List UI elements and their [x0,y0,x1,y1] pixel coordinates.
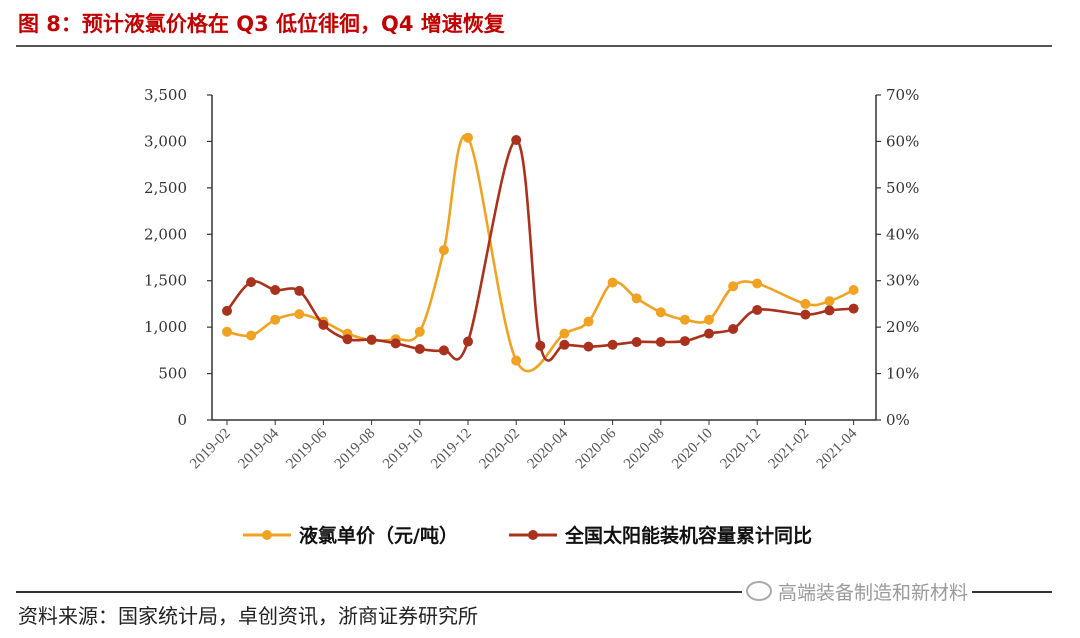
y-right-tick-label: 40% [886,225,919,243]
series-0-point [728,281,739,292]
x-tick-label: 2019-08 [332,426,379,473]
x-tick-label: 2020-04 [525,425,572,472]
y-right-tick-label: 60% [886,132,919,150]
series-0-point [559,328,570,339]
series-0-point [679,314,690,325]
series-0-point [824,296,835,307]
series-0-point [752,278,763,289]
x-tick-label: 2019-10 [380,426,427,473]
series-0-point [704,314,714,325]
series-1-point [294,285,305,296]
x-tick-label: 2019-06 [284,425,331,472]
x-tick-label: 2020-06 [573,425,620,472]
y-right-tick-label: 70% [886,86,919,104]
y-left-tick-label: 1,000 [144,318,187,336]
y-right-tick-label: 50% [886,179,919,197]
series-1-point [800,309,811,320]
series-1-point [342,334,353,345]
series-1-point [607,339,618,350]
series-1-point [848,303,859,314]
x-tick-label: 2019-02 [187,426,234,473]
series-1-point [318,319,329,330]
series-0-point [583,316,594,327]
dual-axis-line-chart: 0 500 1,000 1,500 2,000 2,500 3,000 3,500 0% 10% 2… [144,86,919,547]
y-left-tick-label: 3,500 [144,86,187,104]
series-0-point [631,293,642,304]
x-tick-label: 2020-08 [621,426,668,473]
series-1-point [535,340,546,351]
series-0-point [414,326,425,337]
wechat-icon [746,581,772,601]
series-1-point [631,337,642,347]
series-0-point [800,298,811,309]
watermark-text: 高端装备制造和新材料 [778,582,969,604]
x-tick-label: 2021-02 [766,426,813,473]
series-0-point [294,309,305,320]
series-1-point [366,334,377,345]
series-1-point [559,339,570,350]
x-tick-label: 2020-10 [669,426,716,473]
legend-marker-yoy [528,530,538,540]
y-left-tick-label: 3,000 [144,132,187,150]
series-1-point [222,305,232,316]
y-left-tick-label: 2,000 [144,225,187,243]
chart-legend: 液氯单价（元/吨） 全国太阳能装机容量累计同比 [243,524,812,547]
watermark: 高端装备制造和新材料 [742,578,973,605]
series-0-point [607,277,618,288]
series-1-point [246,277,257,288]
series-1-point [824,305,835,316]
y-left-tick-label: 2,500 [144,179,187,197]
series-0-point [463,132,473,143]
series-1-point [390,338,401,349]
legend-marker-price [262,530,272,540]
series-0-point [848,285,859,295]
chart-title: 图 8：预计液氯价格在 Q3 低位徘徊，Q4 增速恢复 [18,12,505,36]
y-right-tick-label: 0% [886,411,910,429]
series-0-point [655,307,666,318]
series-0-point [246,330,257,341]
series-1-point [728,324,739,334]
y-right-tick-label: 20% [886,318,919,336]
series-1-point [679,336,690,347]
series-1-point [752,304,763,315]
chart-series [222,132,859,373]
y-right-tick-label: 30% [886,272,919,290]
series-0-point [222,326,232,337]
series-line-0 [226,134,855,373]
series-1-point [583,341,594,352]
x-tick-label: 2020-02 [476,426,523,473]
series-line-1 [225,138,854,362]
series-1-point [270,285,281,295]
series-1-point [463,336,473,347]
x-tick-label: 2020-12 [717,426,764,473]
source-note: 资料来源：国家统计局，卓创资讯，浙商证券研究所 [18,604,478,628]
y-right-tick-label: 10% [886,365,919,383]
series-0-point [511,355,522,366]
series-1-point [414,343,425,354]
legend-label-price: 液氯单价（元/吨） [299,524,458,547]
y-left-tick-label: 1,500 [144,272,187,290]
series-0-point [270,314,281,325]
series-1-point [655,337,666,347]
bottom-divider [16,591,1052,593]
series-1-point [438,345,449,356]
top-divider [16,45,1052,47]
x-tick-label: 2019-04 [235,425,282,472]
series-0-point [438,245,449,256]
x-tick-label: 2019-12 [428,426,475,473]
series-1-point [511,135,522,146]
y-left-tick-label: 500 [158,365,187,383]
x-tick-label: 2021-04 [814,425,861,472]
series-1-point [704,328,714,339]
chart-axes: 0 500 1,000 1,500 2,000 2,500 3,000 3,500 0% 10% 2… [144,86,919,429]
legend-label-yoy: 全国太阳能装机容量累计同比 [564,524,812,547]
x-axis-ticks: 2019-02 2019-04 2019-06 2019-08 2019-10 2019-… [187,420,861,472]
y-left-tick-label: 0 [177,411,187,429]
